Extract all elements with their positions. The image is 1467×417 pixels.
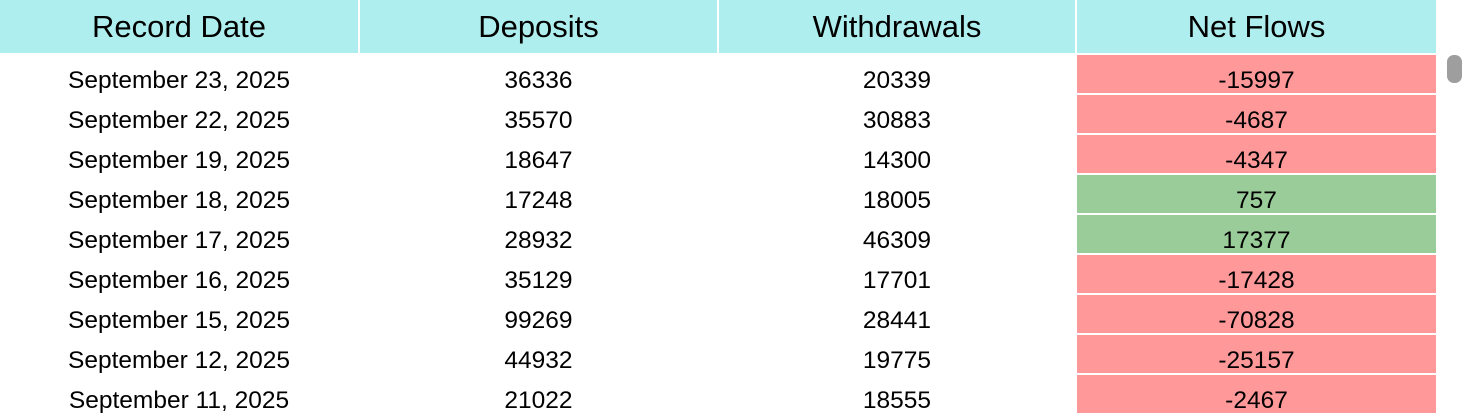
- deposits-cell: 21022: [504, 387, 573, 413]
- withdrawals-cell: 19775: [862, 347, 932, 373]
- table-row: September 18, 2025 17248 18005 757: [0, 175, 1436, 215]
- withdrawals-cell: 17701: [862, 267, 932, 293]
- net-flows-table: Record Date Deposits Withdrawals Net Flo…: [0, 0, 1436, 415]
- table-row: September 22, 2025 35570 30883 -4687: [0, 95, 1436, 135]
- net-flows-cell: 17377: [1077, 215, 1436, 253]
- table-row: September 16, 2025 35129 17701 -17428: [0, 255, 1436, 295]
- record-date-cell: September 16, 2025: [67, 267, 291, 293]
- record-date-cell: September 19, 2025: [67, 147, 291, 173]
- net-flows-cell: -4347: [1077, 135, 1436, 173]
- net-flows-cell: 757: [1077, 175, 1436, 213]
- deposits-cell: 35129: [504, 267, 573, 293]
- column-header-withdrawals[interactable]: Withdrawals: [719, 0, 1075, 53]
- withdrawals-cell: 46309: [862, 227, 932, 253]
- withdrawals-cell: 18555: [862, 387, 932, 413]
- table-row: September 15, 2025 99269 28441 -70828: [0, 295, 1436, 335]
- table-row: September 19, 2025 18647 14300 -4347: [0, 135, 1436, 175]
- column-header-deposits[interactable]: Deposits: [360, 0, 717, 53]
- table-row: September 12, 2025 44932 19775 -25157: [0, 335, 1436, 375]
- record-date-cell: September 18, 2025: [67, 187, 291, 213]
- deposits-cell: 28932: [504, 227, 573, 253]
- record-date-cell: September 15, 2025: [67, 307, 291, 333]
- net-flows-cell: -2467: [1077, 375, 1436, 413]
- net-flows-cell: -4687: [1077, 95, 1436, 133]
- table-row: September 23, 2025 36336 20339 -15997: [0, 55, 1436, 95]
- deposits-cell: 35570: [504, 107, 573, 133]
- net-flows-cell: -70828: [1077, 295, 1436, 333]
- withdrawals-cell: 30883: [862, 107, 932, 133]
- column-header-net-flows[interactable]: Net Flows: [1077, 0, 1436, 53]
- deposits-cell: 99269: [504, 307, 573, 333]
- withdrawals-cell: 18005: [862, 187, 932, 213]
- deposits-cell: 18647: [504, 147, 573, 173]
- deposits-cell: 44932: [504, 347, 573, 373]
- table-row: September 11, 2025 21022 18555 -2467: [0, 375, 1436, 415]
- record-date-cell: September 11, 2025: [68, 387, 290, 413]
- net-flows-cell: -15997: [1077, 55, 1436, 93]
- net-flows-cell: -25157: [1077, 335, 1436, 373]
- record-date-cell: September 23, 2025: [67, 67, 291, 93]
- record-date-cell: September 17, 2025: [67, 227, 291, 253]
- record-date-cell: September 12, 2025: [67, 347, 291, 373]
- withdrawals-cell: 14300: [862, 147, 932, 173]
- table-header: Record Date Deposits Withdrawals Net Flo…: [0, 0, 1436, 53]
- withdrawals-cell: 20339: [862, 67, 932, 93]
- deposits-cell: 36336: [504, 67, 573, 93]
- withdrawals-cell: 28441: [862, 307, 932, 333]
- table-row: September 17, 2025 28932 46309 17377: [0, 215, 1436, 255]
- column-header-record-date[interactable]: Record Date: [0, 0, 358, 53]
- deposits-cell: 17248: [504, 187, 573, 213]
- record-date-cell: September 22, 2025: [67, 107, 291, 133]
- table-body: September 23, 2025 36336 20339 -15997 Septem…: [0, 55, 1436, 415]
- scrollbar-thumb[interactable]: [1447, 55, 1462, 83]
- net-flows-cell: -17428: [1077, 255, 1436, 293]
